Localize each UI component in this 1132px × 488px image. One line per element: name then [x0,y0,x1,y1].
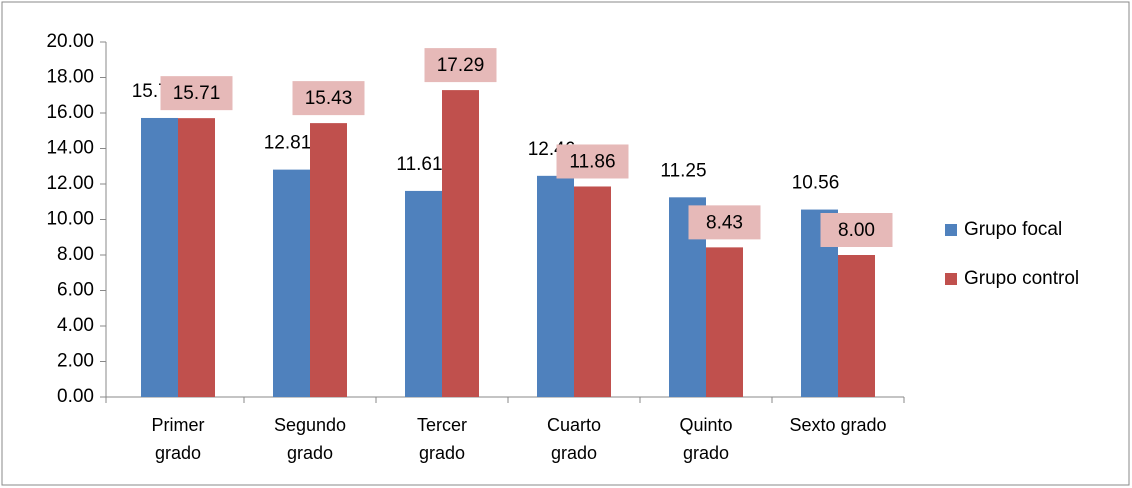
y-tick-label: 2.00 [57,351,94,372]
y-tick-label: 20.00 [46,31,94,52]
value-label: 10.56 [792,173,840,194]
value-label-bg [785,167,848,198]
value-label: 17.29 [437,55,485,76]
x-tick-label: Tercer grado [416,415,467,463]
legend-swatch [945,273,957,285]
y-tick-label: 16.00 [46,102,94,123]
value-label: 15.43 [305,88,353,109]
bar [442,90,479,397]
y-tick-label: 0.00 [57,386,94,407]
value-label-box [820,213,893,247]
value-label-box [556,144,629,179]
value-label-box [292,81,365,116]
y-tick-label: 4.00 [57,315,94,336]
y-tick-label: 6.00 [57,280,94,301]
legend-label: Grupo control [964,268,1079,289]
value-label: 11.86 [569,152,615,173]
bar [273,169,310,397]
value-label: 8.00 [838,220,875,241]
x-tick-label: Cuarto grado [546,415,602,463]
value-label-box [160,76,233,111]
y-tick-label: 18.00 [46,67,94,88]
bar [310,123,347,398]
bar [405,190,442,397]
bar [537,175,574,397]
legend-swatch [945,224,957,236]
value-label: 11.61 [396,154,442,175]
value-label: 11.25 [660,160,706,181]
x-tick-label: Segundo grado [273,415,347,463]
value-label: 12.81 [264,133,312,154]
bar [838,255,875,397]
bar [706,247,743,397]
value-label: 15.71 [173,83,221,104]
value-label-bg [389,148,452,179]
bar [574,186,611,397]
value-label-box [688,205,761,240]
legend-label: Grupo focal [964,219,1062,240]
y-tick-label: 10.00 [46,209,94,230]
x-tick-label: Sexto grado [789,415,887,435]
value-label-bg [653,155,716,186]
y-tick-label: 12.00 [46,173,94,194]
y-tick-label: 14.00 [46,138,94,159]
value-label-box [424,48,497,83]
bar [141,117,178,397]
value-label: 8.43 [706,212,743,233]
value-label-bg [257,127,320,158]
bar [178,118,215,398]
x-tick-label: Quinto grado [679,415,733,463]
x-tick-label: Primer grado [151,415,205,463]
y-tick-label: 8.00 [57,244,94,265]
